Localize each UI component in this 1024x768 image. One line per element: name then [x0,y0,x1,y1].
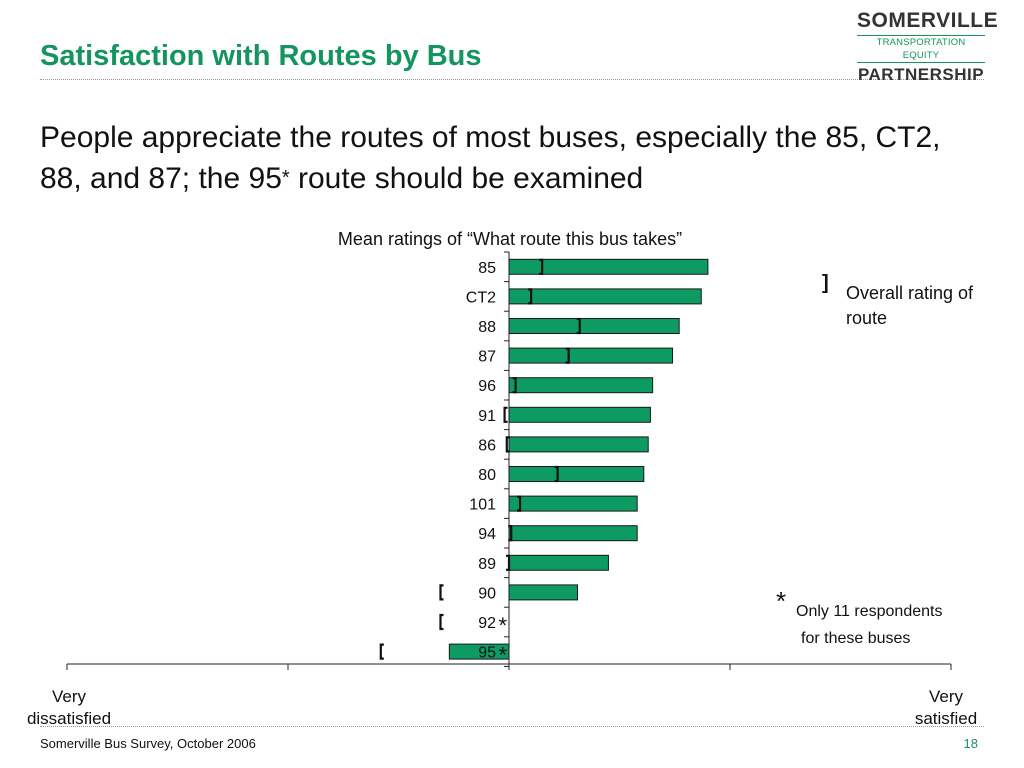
note-star: * [776,586,787,616]
subtitle-end: route should be examined [289,162,644,195]
bar-94 [508,525,638,542]
bar-86 [508,436,649,453]
logo-line-2: TRANSPORTATION EQUITY [857,35,985,63]
bottom-divider [40,726,984,727]
bar-90 [508,584,579,601]
slide-title: Satisfaction with Routes by Bus [40,40,482,72]
top-divider [40,79,984,80]
bar-89 [508,554,609,571]
overall-rating-marker-80 [554,465,559,483]
small-sample-star-95: * [498,643,507,668]
partnership-logo: SOMERVILLE TRANSPORTATION EQUITY PARTNER… [857,8,999,86]
category-label-80: 80 [478,467,496,484]
category-label-89: 89 [478,556,496,573]
category-label-85: 85 [478,260,496,277]
category-label-96: 96 [478,378,496,395]
overall-rating-marker-86 [505,436,510,453]
category-label-CT2: CT2 [466,289,496,306]
overall-rating-marker-90 [439,584,444,601]
overall-rating-marker-95 [379,643,384,660]
bar-87 [508,347,674,364]
x-label-right: Very satisfied [914,687,978,728]
category-label-92: 92 [478,615,496,632]
x-label-left: Very dissatisfied [26,687,112,728]
logo-line-3: PARTNERSHIP [857,65,985,84]
category-label-101: 101 [469,497,496,514]
overall-rating-marker-85 [539,258,544,275]
bar-85 [508,258,709,275]
logo-line-1: SOMERVILLE [857,9,999,32]
bar-91 [508,406,651,423]
footer-source: Somerville Bus Survey, October 2006 [40,736,256,751]
bar-CT2 [508,288,702,305]
legend-label: Overall rating of route [846,283,974,328]
overall-rating-marker-91 [503,406,508,423]
small-sample-star-92: * [498,613,507,638]
overall-rating-marker-87 [565,347,570,364]
bar-95 [448,643,510,660]
overall-rating-marker-CT2 [528,288,533,305]
overall-rating-marker-89 [506,554,511,571]
note-line-2: for these buses [801,630,911,647]
category-label-95: 95 [478,645,496,662]
subtitle-star: * [281,167,290,189]
bar-96 [508,377,654,394]
overall-rating-marker-92 [439,613,444,631]
bar-101 [508,495,638,512]
page-number: 18 [963,736,978,751]
slide-subtitle: People appreciate the routes of most bus… [40,118,980,199]
sample-note: Only 11 respondents for these buses [796,598,996,652]
category-label-94: 94 [478,526,496,543]
overall-rating-marker-94 [508,525,513,542]
overall-rating-marker-88 [576,317,581,335]
note-line-1: Only 11 respondents [796,603,943,620]
category-label-86: 86 [478,437,496,454]
bar-88 [508,318,680,334]
legend-marker: ] [822,272,829,294]
category-label-88: 88 [478,319,496,336]
category-label-90: 90 [478,585,496,602]
subtitle-main: People appreciate the routes of most bus… [40,121,941,195]
category-label-91: 91 [478,408,496,425]
chart-title: Mean ratings of “What route this bus tak… [337,229,683,249]
category-label-87: 87 [478,349,496,366]
bar-80 [508,466,645,482]
overall-rating-marker-96 [512,377,517,394]
overall-rating-marker-101 [517,495,522,512]
